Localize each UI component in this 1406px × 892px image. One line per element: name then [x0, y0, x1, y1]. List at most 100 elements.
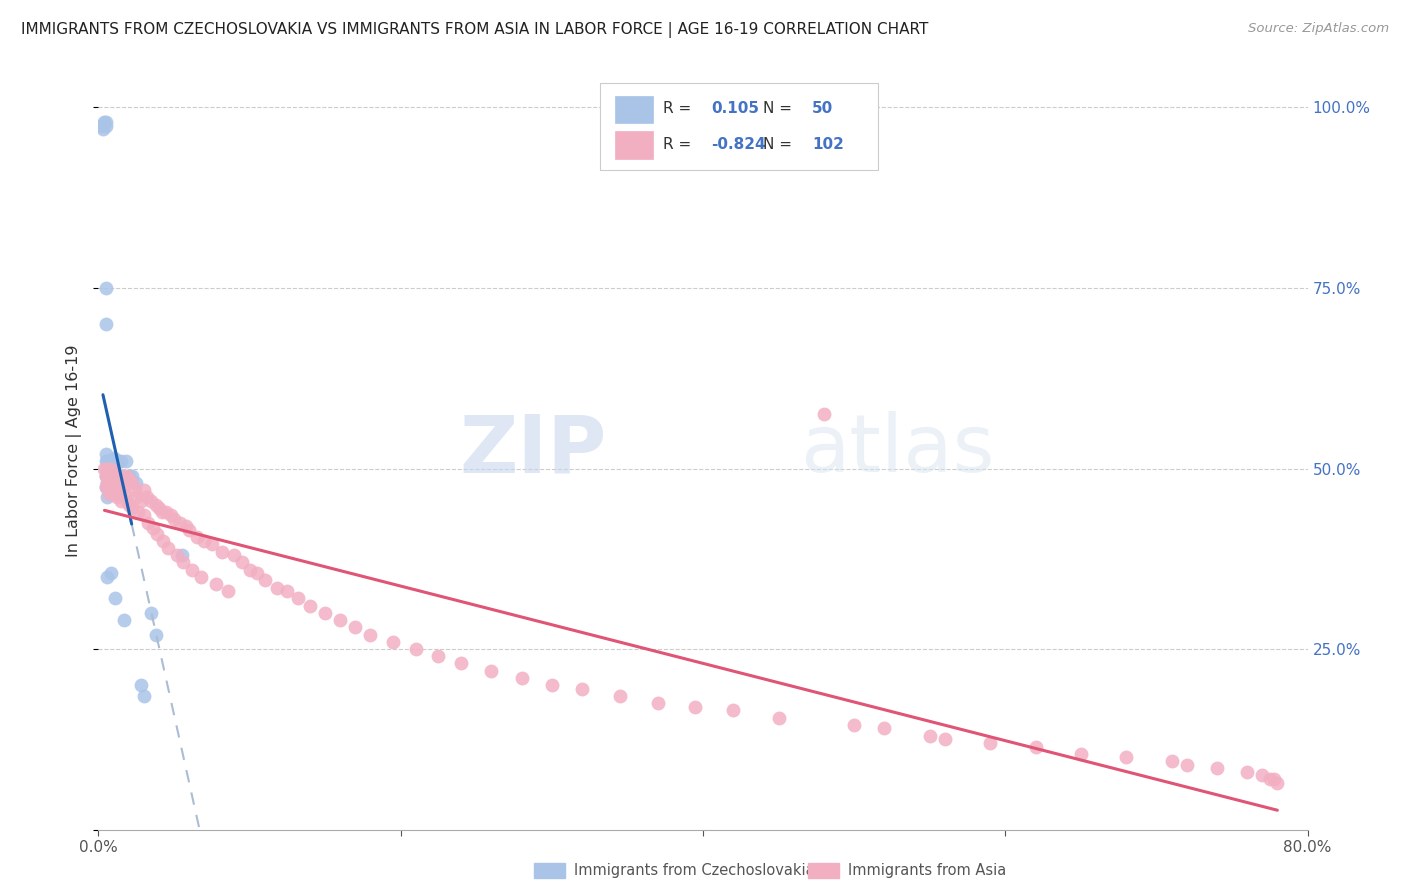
Point — [98, 454, 121, 468]
Point — [94, 317, 117, 331]
Point — [170, 548, 193, 562]
Point — [118, 498, 141, 512]
Point — [108, 468, 131, 483]
Point — [360, 627, 382, 641]
Point — [103, 450, 125, 465]
Point — [94, 479, 117, 493]
Point — [98, 468, 121, 483]
Text: 102: 102 — [811, 136, 844, 152]
Point — [540, 678, 562, 692]
Point — [190, 570, 212, 584]
Point — [174, 519, 197, 533]
Point — [647, 696, 669, 710]
Point — [145, 498, 167, 512]
Text: R =: R = — [664, 136, 696, 152]
Point — [132, 483, 155, 498]
Point — [276, 584, 298, 599]
Point — [94, 119, 117, 133]
Point — [141, 606, 163, 620]
Point — [118, 472, 141, 486]
Point — [145, 627, 167, 641]
FancyBboxPatch shape — [614, 131, 654, 159]
FancyBboxPatch shape — [600, 83, 879, 170]
Point — [110, 468, 132, 483]
Point — [239, 563, 262, 577]
Text: Immigrants from Asia: Immigrants from Asia — [848, 863, 1007, 878]
Point — [344, 620, 367, 634]
Text: N =: N = — [763, 101, 797, 116]
Point — [314, 606, 336, 620]
Point — [91, 122, 114, 136]
Point — [127, 505, 149, 519]
Point — [146, 526, 169, 541]
Point — [979, 736, 1001, 750]
Point — [193, 533, 215, 548]
Point — [94, 454, 117, 468]
Point — [94, 479, 117, 493]
Point — [101, 454, 124, 468]
Point — [1263, 772, 1285, 786]
Point — [94, 468, 117, 483]
Point — [179, 523, 201, 537]
Point — [96, 461, 118, 475]
Point — [103, 461, 125, 475]
Point — [96, 461, 118, 475]
Text: ZIP: ZIP — [458, 411, 606, 490]
Point — [135, 491, 157, 505]
Point — [110, 475, 132, 490]
Point — [105, 468, 128, 483]
Point — [427, 649, 450, 664]
Text: Immigrants from Czechoslovakia: Immigrants from Czechoslovakia — [574, 863, 814, 878]
Point — [100, 566, 122, 581]
Point — [163, 512, 186, 526]
Text: R =: R = — [664, 101, 696, 116]
Point — [481, 664, 503, 678]
Point — [90, 119, 112, 133]
Text: -0.824: -0.824 — [711, 136, 766, 152]
Text: atlas: atlas — [800, 411, 994, 490]
Point — [571, 681, 593, 696]
Point — [1267, 775, 1289, 789]
Text: 0.105: 0.105 — [711, 101, 759, 116]
Point — [101, 468, 124, 483]
Point — [141, 494, 163, 508]
Point — [105, 454, 128, 468]
Y-axis label: In Labor Force | Age 16-19: In Labor Force | Age 16-19 — [66, 344, 83, 557]
Point — [93, 461, 115, 475]
Point — [1115, 750, 1137, 764]
Point — [110, 454, 132, 468]
Point — [609, 689, 631, 703]
Text: IMMIGRANTS FROM CZECHOSLOVAKIA VS IMMIGRANTS FROM ASIA IN LABOR FORCE | AGE 16-1: IMMIGRANTS FROM CZECHOSLOVAKIA VS IMMIGR… — [21, 22, 928, 38]
Point — [98, 487, 121, 501]
Point — [121, 475, 143, 490]
Point — [329, 613, 352, 627]
Point — [103, 454, 125, 468]
Point — [723, 703, 745, 717]
Point — [114, 468, 136, 483]
Point — [1251, 768, 1274, 782]
Point — [186, 530, 208, 544]
Point — [112, 487, 135, 501]
Point — [103, 487, 125, 501]
Point — [150, 505, 173, 519]
Point — [873, 722, 896, 736]
Point — [96, 491, 118, 505]
Point — [1236, 764, 1258, 779]
Point — [93, 115, 115, 129]
Point — [156, 541, 179, 555]
Point — [844, 718, 866, 732]
Point — [813, 408, 835, 422]
Point — [166, 548, 188, 562]
Point — [105, 475, 128, 490]
Point — [94, 281, 117, 295]
Point — [1258, 772, 1281, 786]
Point — [94, 468, 117, 483]
Point — [299, 599, 322, 613]
Point — [96, 475, 118, 490]
Point — [287, 591, 309, 606]
Point — [111, 479, 134, 493]
Point — [152, 533, 174, 548]
Point — [107, 454, 129, 468]
Point — [1175, 757, 1198, 772]
Point — [266, 581, 288, 595]
